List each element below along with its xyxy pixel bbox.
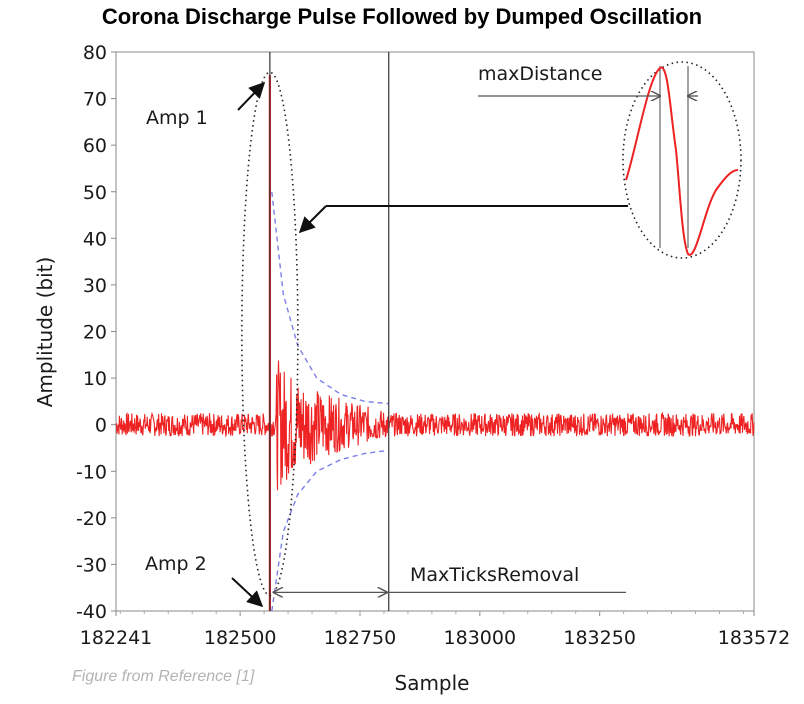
y-tick-label: -10 <box>76 461 107 483</box>
inset-connector-arrow <box>298 205 327 234</box>
y-tick-label: -20 <box>76 508 107 530</box>
x-tick-label: 183250 <box>563 627 636 649</box>
signal-line <box>115 75 755 612</box>
x-tick-label: 183000 <box>444 627 517 649</box>
y-tick-label: -40 <box>76 601 107 623</box>
y-axis: -40 -30 -20 -10 0 10 20 30 40 50 60 70 80 <box>76 42 116 623</box>
y-tick-label: 10 <box>83 368 107 390</box>
y-tick-label: 40 <box>83 228 107 250</box>
x-axis: 182241 182500 182750 183000 183250 183572 <box>80 611 791 649</box>
y-tick-label: 0 <box>95 415 107 437</box>
y-tick-label: 50 <box>83 182 107 204</box>
x-tick-label: 182241 <box>80 627 153 649</box>
y-tick-label: -30 <box>76 554 107 576</box>
max-distance-label: maxDistance <box>478 63 602 85</box>
amp2-arrow <box>231 577 264 608</box>
x-tick-label: 182500 <box>204 627 277 649</box>
amp1-arrow <box>237 81 266 111</box>
y-tick-label: 20 <box>83 322 107 344</box>
pulse-highlight-ellipse <box>241 71 299 597</box>
max-ticks-removal-label: MaxTicksRemoval <box>410 564 579 586</box>
envelope-lower <box>271 449 389 612</box>
x-tick-label: 183572 <box>718 627 791 649</box>
zoom-inset-ellipse <box>622 61 742 259</box>
zoom-inset: maxDistance <box>478 61 742 259</box>
x-tick-label: 182750 <box>324 627 397 649</box>
annotations: Amp 1 Amp 2 MaxTicksRemoval maxDistance <box>145 52 742 611</box>
envelope-series <box>271 191 389 612</box>
y-tick-label: 80 <box>83 42 107 64</box>
envelope-upper <box>271 191 389 405</box>
y-tick-label: 60 <box>83 135 107 157</box>
y-tick-label: 30 <box>83 275 107 297</box>
y-tick-label: 70 <box>83 89 107 111</box>
amp1-label: Amp 1 <box>146 107 208 129</box>
y-axis-label: Amplitude (bit) <box>33 257 57 408</box>
amp2-label: Amp 2 <box>145 553 207 575</box>
source-note: Figure from Reference [1] <box>72 668 255 685</box>
inset-waveform <box>625 66 739 256</box>
x-axis-label: Sample <box>395 671 470 695</box>
chart-title: Corona Discharge Pulse Followed by Dumpe… <box>101 4 703 29</box>
